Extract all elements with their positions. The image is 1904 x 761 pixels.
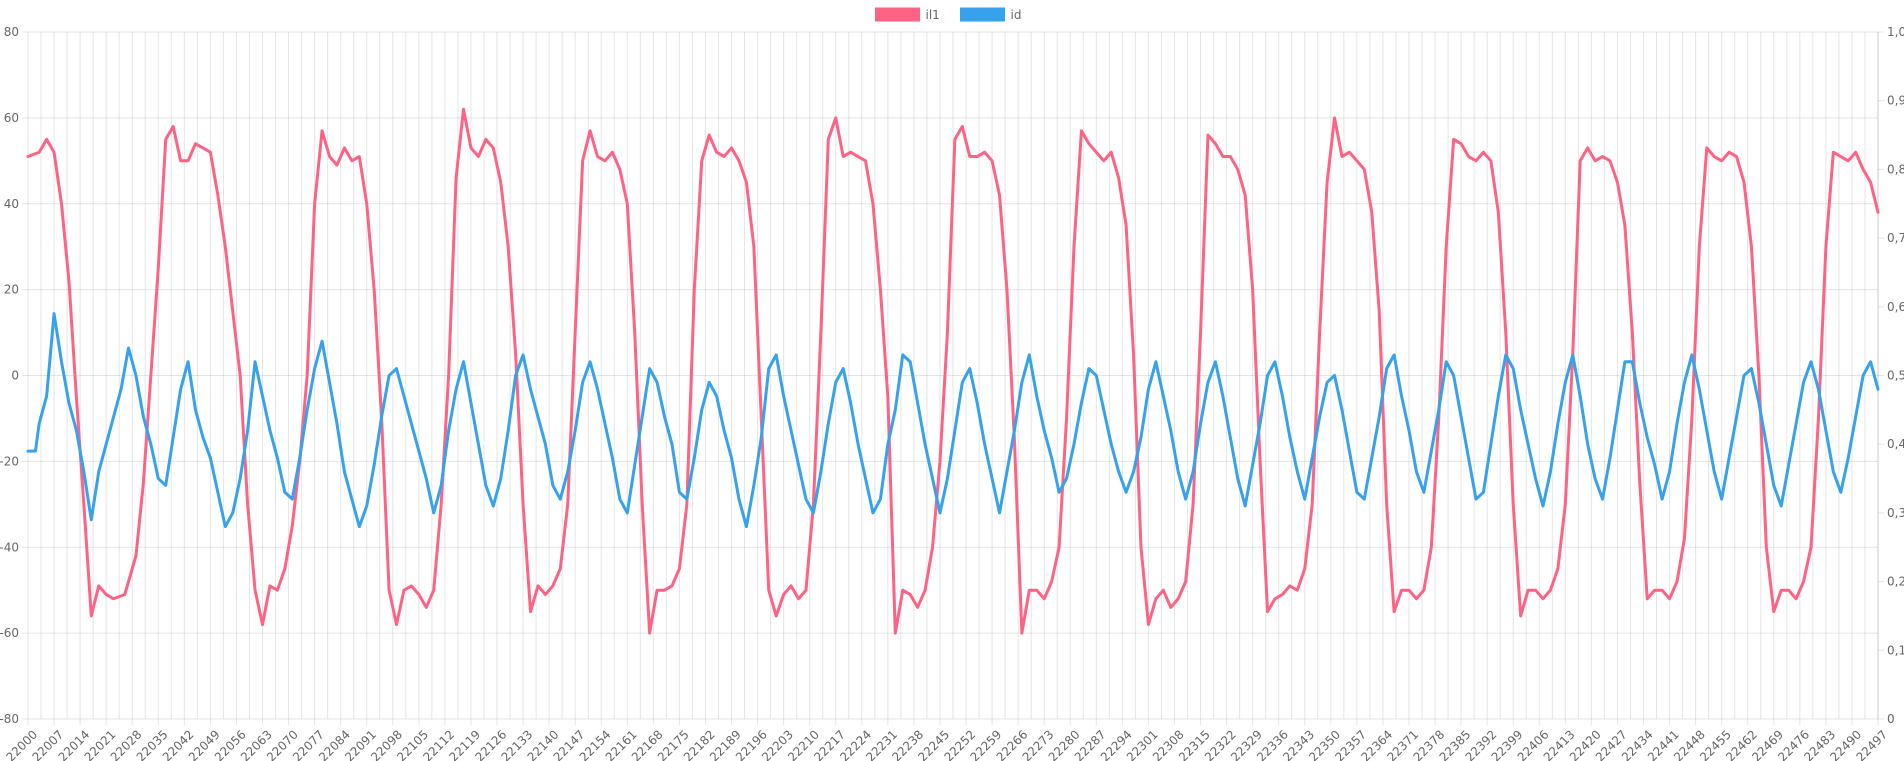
legend-item-id[interactable]: id: [960, 7, 1022, 22]
y-right-tick-label: 0,8: [1887, 162, 1904, 176]
y-right-tick-label: 0,1: [1887, 643, 1904, 657]
legend-item-il1[interactable]: il1: [875, 7, 940, 22]
series-line-il1: [26, 107, 1880, 635]
y-right-tick-label: 0: [1887, 712, 1895, 726]
legend[interactable]: il1 id: [875, 7, 1022, 22]
y-axis-right: 1,0 0,9 0,8 0,7 0,6 0,5 0,4 0,3 0,2 0,1 0: [1878, 25, 1904, 726]
y-right-tick-label: 0,9: [1887, 94, 1904, 108]
y-left-tick-label: -60: [0, 626, 19, 640]
y-right-tick-label: 0,4: [1887, 437, 1904, 451]
series-lines: [26, 107, 1880, 635]
y-right-tick-label: 0,7: [1887, 231, 1904, 245]
y-right-tick-label: 0,3: [1887, 506, 1904, 520]
y-axis-left: 80 60 40 20 0 -20 -40 -60 -80: [0, 25, 28, 726]
y-right-tick-label: 0,2: [1887, 575, 1904, 589]
y-left-tick-label: 40: [4, 197, 19, 211]
y-left-tick-label: -20: [0, 454, 19, 468]
legend-label: il1: [926, 8, 940, 22]
y-right-tick-label: 0,5: [1887, 369, 1904, 383]
y-right-tick-label: 1,0: [1887, 25, 1904, 39]
y-right-tick-label: 0,6: [1887, 300, 1904, 314]
legend-label: id: [1011, 8, 1022, 22]
gridlines: [27, 31, 1879, 720]
legend-swatch: [960, 7, 1005, 22]
y-left-tick-label: 0: [11, 369, 19, 383]
y-left-tick-label: 20: [4, 283, 19, 297]
series-line-id: [26, 312, 1880, 529]
y-left-tick-label: -40: [0, 540, 19, 554]
y-left-tick-label: -80: [0, 712, 19, 726]
x-axis: 2200022007220142202122028220352204222049…: [3, 719, 1890, 761]
y-left-tick-label: 80: [4, 25, 19, 39]
legend-swatch: [875, 7, 920, 22]
y-left-tick-label: 60: [4, 111, 19, 125]
